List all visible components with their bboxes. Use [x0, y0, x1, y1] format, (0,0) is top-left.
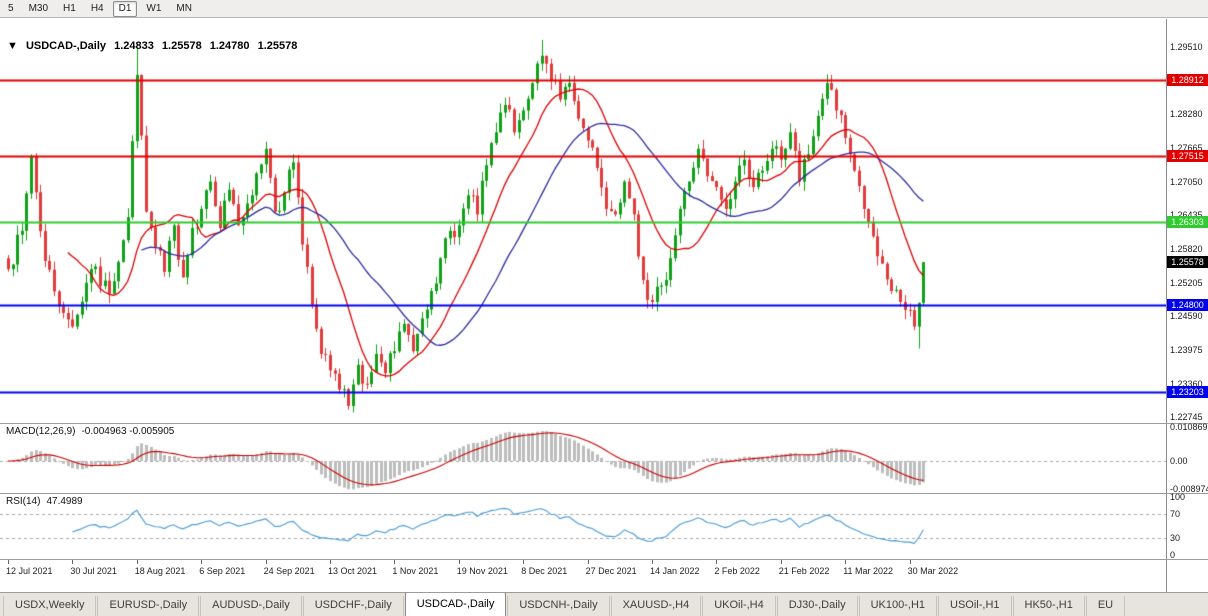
date-axis-tick — [330, 560, 331, 564]
price-axis-tick: 1.26435 — [1170, 210, 1203, 221]
rsi-axis-tick: 30 — [1170, 532, 1181, 543]
date-axis-label: 2 Feb 2022 — [714, 566, 760, 576]
date-axis-label: 8 Dec 2021 — [521, 566, 568, 576]
date-axis-tick — [652, 560, 653, 564]
chart-tab-xauusd-h4[interactable]: XAUUSD-,H4 — [610, 596, 702, 616]
chart-collapse-icon[interactable]: ▼ — [7, 40, 18, 52]
macd-axis-tick: 0.00 — [1170, 455, 1188, 466]
timeframe-button-m30[interactable]: M30 — [28, 2, 49, 14]
panel-separator[interactable] — [0, 559, 1208, 560]
level-price-badge: 1.23203 — [1167, 386, 1208, 399]
date-axis-label: 12 Jul 2021 — [6, 566, 53, 576]
timeframe-toolbar: 5 M30 H1 H4 D1 W1 MN — [0, 0, 1208, 18]
rsi-axis-tick: 70 — [1170, 509, 1181, 520]
chart-symbol-label: USDCAD-,Daily — [25, 40, 107, 52]
price-axis-tick: 1.23975 — [1170, 344, 1203, 355]
date-axis-label: 24 Sep 2021 — [263, 566, 315, 576]
timeframe-button-d1[interactable]: D1 — [112, 0, 138, 17]
macd-name: MACD(12,26,9) — [6, 426, 76, 437]
ohlc-open: 1.24833 — [114, 40, 154, 52]
chart-tab-usdcad-daily[interactable]: USDCAD-,Daily — [404, 593, 507, 616]
last-price-badge: 1.25578 — [1167, 256, 1208, 269]
level-price-badge: 1.27515 — [1167, 150, 1208, 163]
date-axis-tick — [523, 560, 525, 564]
price-axis-tick: 1.25205 — [1170, 277, 1203, 288]
price-axis-tick: 1.25820 — [1170, 243, 1203, 254]
chart-title: ▼ USDCAD-,Daily 1.24833 1.25578 1.24780 … — [7, 40, 302, 52]
price-axis-tick: 1.27665 — [1170, 142, 1203, 153]
chart-tab-eurusd-daily[interactable]: EURUSD-,Daily — [97, 596, 200, 616]
date-axis-label: 11 Mar 2022 — [843, 566, 894, 576]
date-axis-tick — [265, 560, 267, 564]
price-axis-tick: 1.23360 — [1170, 378, 1203, 389]
price-axis-tick: 1.24590 — [1170, 311, 1203, 322]
date-axis-label: 1 Nov 2021 — [392, 566, 439, 576]
chart-tab-usdx-weekly[interactable]: USDX,Weekly — [3, 596, 97, 616]
chart-tab-audusd-daily[interactable]: AUDUSD-,Daily — [200, 596, 302, 616]
timeframe-button-h1[interactable]: H1 — [63, 2, 76, 14]
chart-tab-hk50-h1[interactable]: HK50-,H1 — [1012, 596, 1085, 616]
rsi-axis-tick: 100 — [1170, 492, 1186, 502]
date-axis-tick — [845, 560, 847, 564]
date-axis-tick — [136, 560, 138, 564]
date-axis-label: 19 Nov 2021 — [456, 566, 508, 576]
rsi-canvas[interactable] — [0, 493, 1166, 559]
chart-tab-usoil-h1[interactable]: USOil-,H1 — [938, 596, 1012, 616]
ohlc-close: 1.25578 — [257, 40, 298, 52]
date-axis-label: 6 Sep 2021 — [199, 566, 246, 576]
date-axis-label: 18 Aug 2021 — [134, 566, 186, 576]
price-axis-tick: 1.28280 — [1170, 109, 1203, 120]
price-axis-tick: 1.27050 — [1170, 176, 1203, 187]
price-axis-tick: 1.22745 — [1170, 412, 1203, 423]
level-price-badge: 1.28912 — [1167, 73, 1208, 86]
date-axis-tick — [394, 560, 396, 564]
date-axis-label: 14 Jan 2022 — [650, 566, 700, 576]
chart-tab-usdchf-daily[interactable]: USDCHF-,Daily — [302, 596, 404, 616]
rsi-value: 47.4989 — [46, 496, 83, 507]
chart-window: ▼ USDCAD-,Daily 1.24833 1.25578 1.24780 … — [0, 19, 1208, 592]
date-axis-tick — [587, 560, 589, 564]
date-axis-tick — [72, 560, 74, 564]
chart-tab-ukoil-h4[interactable]: UKOil-,H4 — [702, 596, 776, 616]
rsi-indicator-label: RSI(14) 47.4989 — [6, 496, 89, 507]
timeframe-button-h4[interactable]: H4 — [90, 2, 104, 14]
macd-axis-tick: 0.010869 — [1170, 422, 1208, 432]
timeframe-button-mn[interactable]: MN — [176, 2, 192, 14]
date-axis-label: 30 Jul 2021 — [70, 566, 117, 576]
price-chart-canvas[interactable] — [0, 19, 1166, 423]
ohlc-low: 1.24780 — [209, 40, 250, 52]
macd-indicator-label: MACD(12,26,9) -0.004963 -0.005905 — [6, 426, 180, 437]
chart-tab-usdcnh-daily[interactable]: USDCNH-,Daily — [507, 596, 610, 616]
date-axis-label: 13 Oct 2021 — [328, 566, 378, 576]
date-axis-tick — [716, 560, 718, 564]
chart-tab-uk100-h1[interactable]: UK100-,H1 — [858, 596, 938, 616]
timeframe-button-w1[interactable]: W1 — [146, 2, 162, 14]
date-axis-tick — [780, 560, 782, 564]
date-axis-tick — [909, 560, 911, 564]
timeframe-button-5[interactable]: 5 — [8, 2, 14, 14]
ohlc-high: 1.25578 — [161, 40, 202, 52]
date-axis-label: 30 Mar 2022 — [907, 566, 959, 576]
date-axis-label: 21 Feb 2022 — [778, 566, 830, 576]
panel-separator[interactable] — [0, 423, 1208, 424]
chart-tab-dj30-daily[interactable]: DJ30-,Daily — [776, 596, 858, 616]
date-axis-tick — [201, 560, 203, 564]
level-price-badge: 1.26303 — [1167, 216, 1208, 229]
date-axis-tick — [458, 560, 460, 564]
price-axis-tick: 1.29510 — [1170, 42, 1203, 52]
date-axis-tick — [8, 560, 9, 564]
rsi-axis-tick: 0 — [1170, 550, 1176, 560]
chart-tab-eu[interactable]: EU — [1085, 596, 1126, 616]
level-price-badge: 1.24800 — [1167, 298, 1208, 311]
macd-axis-tick: -0.008974 — [1170, 484, 1208, 494]
chart-tabs-bar: USDX,Weekly EURUSD-,Daily AUDUSD-,Daily USD… — [0, 592, 1208, 616]
rsi-name: RSI(14) — [6, 496, 41, 507]
macd-values: -0.004963 -0.005905 — [81, 426, 175, 437]
date-axis-label: 27 Dec 2021 — [585, 566, 637, 576]
macd-canvas[interactable] — [0, 423, 1166, 493]
panel-separator[interactable] — [0, 493, 1208, 494]
